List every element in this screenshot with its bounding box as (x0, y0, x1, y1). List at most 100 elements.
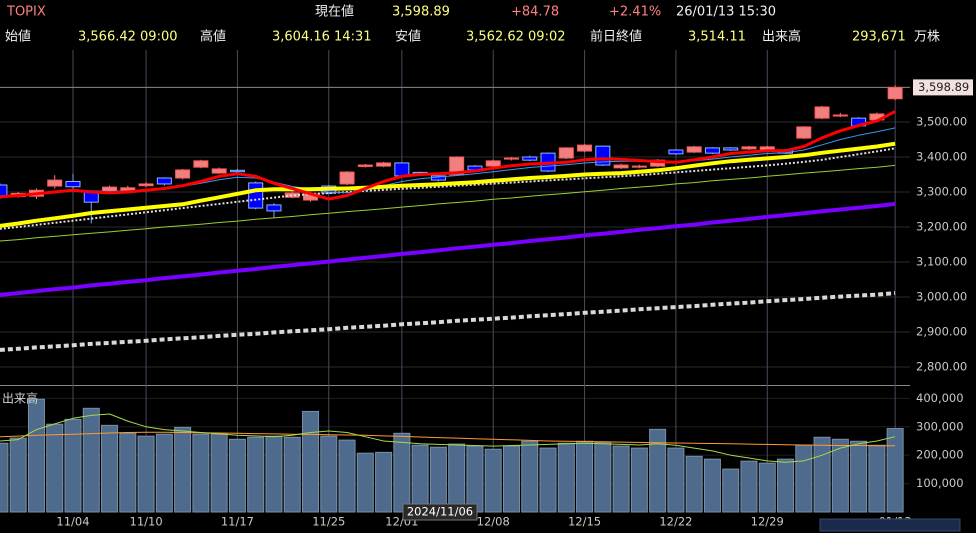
candle-body (65, 181, 81, 188)
candle-body (558, 147, 574, 159)
last-price-box (913, 79, 973, 96)
cursor-date-box (402, 503, 478, 521)
candle-body (631, 165, 647, 168)
volume-bar (228, 438, 246, 513)
moving-average-line (0, 291, 896, 352)
candle-body (814, 106, 830, 119)
volume-bar (466, 445, 484, 513)
volume-bar (0, 442, 9, 513)
volume-bar (521, 440, 539, 513)
x-tick-label: 12/08 (477, 515, 510, 529)
stat-value: 3,562.62 09:02 (466, 30, 566, 45)
volume-bar (46, 423, 64, 513)
stat-value: 3,566.42 09:00 (78, 30, 178, 45)
volume-bar (338, 439, 356, 513)
x-tick-label: 12/29 (751, 515, 784, 529)
volume-bar (82, 407, 100, 513)
volume-bar (850, 440, 868, 513)
candle-body (156, 177, 172, 185)
y-tick-label: 3,200.00 (916, 220, 967, 234)
volume-bar (758, 462, 776, 513)
y-tick-label: 100,000 (916, 476, 964, 490)
volume-bar (356, 452, 374, 513)
scrollbar[interactable] (819, 518, 961, 532)
stat-value: 3,514.11 (688, 30, 746, 45)
volume-bar (667, 447, 685, 513)
volume-bar (64, 418, 82, 513)
x-tick-label: 11/25 (312, 515, 345, 529)
volume-bar (283, 436, 301, 513)
candle-body (175, 169, 191, 179)
y-tick-label: 200,000 (916, 448, 964, 462)
current-label: 現在値 (315, 4, 354, 20)
volume-bar (448, 443, 466, 513)
volume-bar (411, 444, 429, 513)
volume-bar (9, 437, 27, 513)
volume-bar (612, 445, 630, 513)
stat-label: 前日終値 (590, 29, 642, 45)
candle-body (0, 184, 8, 198)
stat-label: 始値 (5, 29, 31, 45)
y-tick-label: 3,500.00 (916, 115, 967, 129)
y-tick-label: 2,800.00 (916, 360, 967, 374)
candle-body (503, 157, 519, 160)
cursor-date: 2024/11/06 (407, 505, 473, 519)
moving-average-line (0, 431, 896, 447)
volume-bar (302, 410, 320, 513)
volume-bar (320, 435, 338, 513)
volume-bar (210, 433, 228, 513)
candle-body (704, 147, 720, 154)
volume-bar (375, 451, 393, 513)
volume-title: 出来高 (2, 391, 38, 406)
candle-body (522, 156, 538, 161)
y-tick-label: 3,100.00 (916, 255, 967, 269)
volume-bar (630, 447, 648, 513)
volume-bar (777, 458, 795, 513)
candle-body (485, 160, 501, 167)
stat-label: 安値 (395, 29, 421, 45)
volume-bar (813, 436, 831, 513)
y-tick-label: 300,000 (916, 419, 964, 433)
y-tick-label: 2,900.00 (916, 325, 967, 339)
candle-body (668, 149, 684, 155)
volume-bar (557, 442, 575, 513)
candle-body (229, 169, 245, 173)
volume-bar (795, 444, 813, 513)
volume-bar (101, 424, 119, 513)
volume-bar (429, 446, 447, 513)
moving-average-line (0, 147, 896, 230)
volume-bar (137, 435, 155, 513)
candle-body (796, 126, 812, 139)
y-tick-label: 3,300.00 (916, 185, 967, 199)
volume-bar (484, 448, 502, 513)
volume-bar (192, 433, 210, 513)
y-tick-label: 3,000.00 (916, 290, 967, 304)
volume-bar (868, 444, 886, 513)
candle-body (723, 147, 739, 151)
plot-layer (0, 85, 904, 513)
stat-label: 出来高 (762, 29, 801, 45)
volume-bar (393, 432, 411, 513)
change: +84.78 (511, 5, 559, 20)
volume-bar (722, 468, 740, 513)
candle-body (138, 183, 154, 187)
moving-average-line (0, 164, 896, 242)
moving-average-line (0, 201, 896, 297)
x-tick-label: 11/17 (221, 515, 254, 529)
candle-body (686, 146, 702, 153)
label-layer: 2,800.00 2,900.00 3,000.00 3,100.00 3,200.00… (56, 79, 973, 529)
x-tick-label: 12/15 (568, 515, 601, 529)
symbol-title: TOPIX (6, 5, 46, 20)
candle-body (394, 162, 410, 177)
x-tick-label: 11/10 (130, 515, 163, 529)
x-tick-label: 11/04 (56, 515, 89, 529)
candle-body (248, 182, 264, 209)
moving-average-line (0, 413, 896, 463)
candle-body (577, 144, 593, 152)
volume-bar (265, 435, 283, 513)
volume-bar (594, 441, 612, 513)
volume-bar (502, 445, 520, 513)
candle-body (193, 160, 209, 168)
volume-bar (27, 398, 45, 513)
volume-bar (576, 440, 594, 513)
